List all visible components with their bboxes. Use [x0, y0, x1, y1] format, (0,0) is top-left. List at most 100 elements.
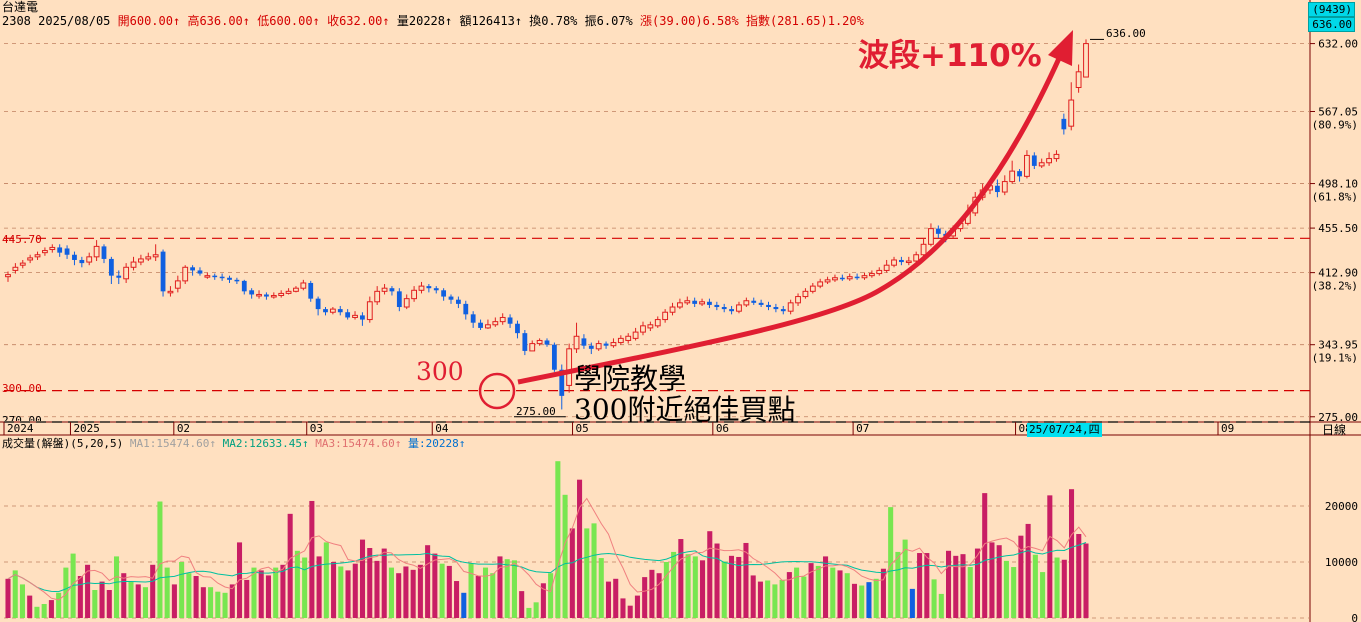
candle-body — [876, 269, 883, 275]
candle-body — [448, 296, 454, 300]
candle-body — [167, 290, 174, 294]
x-tick-label: 03 — [310, 422, 323, 435]
candle-body — [1009, 170, 1016, 183]
volume-tick-label: 10000 — [1325, 556, 1358, 569]
volume-bar — [396, 573, 402, 618]
volume-bar — [946, 550, 952, 618]
index-value: 指數(281.65)1.20% — [745, 14, 864, 28]
candle-body — [1001, 181, 1008, 193]
volume-bar — [121, 573, 127, 618]
candle-body — [699, 301, 705, 305]
volume-bar — [475, 576, 481, 618]
price-tick-label: 412.90 — [1318, 267, 1358, 280]
candle-body — [928, 228, 934, 245]
volume-tick-label: 0 — [1351, 612, 1358, 622]
volume-bar — [815, 565, 821, 618]
volume-bar — [569, 528, 575, 618]
volume-bar — [555, 461, 561, 618]
candle-body — [773, 307, 779, 310]
circle-price-note: 300 — [416, 357, 464, 386]
volume-bar — [482, 567, 489, 618]
volume-bar — [844, 573, 850, 618]
candle-body — [647, 324, 654, 329]
volume-bar — [229, 584, 235, 618]
volume-bar — [685, 554, 691, 618]
candle-body — [49, 246, 56, 251]
volume-bar — [208, 587, 214, 618]
candle-body — [529, 343, 536, 352]
volume-bar — [128, 581, 134, 618]
volume-bar — [439, 563, 445, 618]
volume-bar — [511, 560, 517, 618]
volume-bar — [953, 555, 959, 618]
candle-body — [839, 277, 845, 280]
volume-bar — [432, 553, 438, 618]
volume-bar — [830, 567, 836, 618]
candle-body — [337, 309, 343, 313]
amplitude-value: 振6.07% — [584, 14, 633, 28]
candle-body — [374, 290, 381, 303]
volume-bar — [417, 564, 423, 618]
best-buy-note: 300附近絕佳買點 — [574, 393, 796, 426]
volume-bar — [1025, 523, 1031, 618]
period-label: 日線 — [1322, 423, 1347, 437]
candle-body — [1083, 43, 1089, 78]
volume-bar — [142, 587, 148, 618]
volume-bar — [851, 583, 858, 618]
volume-bar — [367, 548, 373, 618]
ref-low-label: 300.00 — [2, 382, 42, 395]
candle-body — [662, 311, 669, 321]
candle-body — [573, 335, 580, 350]
candle-body — [654, 319, 661, 327]
candle-body — [138, 258, 144, 263]
volume-bar — [56, 592, 62, 618]
x-tick-label: 06 — [716, 422, 729, 435]
candle-body — [270, 295, 277, 298]
candle-body — [692, 300, 698, 304]
x-tick-label: 2025 — [73, 422, 100, 435]
volume-layer — [5, 461, 1089, 618]
x-tick-label: 09 — [1221, 422, 1234, 435]
candle-body — [212, 275, 218, 278]
volume-bar — [200, 587, 206, 618]
volume-bar — [967, 567, 973, 618]
candle-body — [640, 325, 646, 333]
volume-bar — [765, 580, 771, 618]
volume-bar — [526, 607, 532, 618]
candle-body — [817, 281, 824, 287]
volume-bar — [410, 569, 416, 618]
overlay-layer — [478, 30, 1073, 410]
volume-bar — [338, 566, 344, 618]
candle-body — [93, 245, 100, 258]
volume-bar — [193, 576, 199, 618]
change-value: 漲(39.00)6.58% — [640, 14, 739, 28]
volume-bar — [34, 606, 40, 618]
volume-bar — [1032, 554, 1038, 618]
price-tick-label: 498.10 — [1318, 178, 1358, 191]
volume-bar — [352, 563, 358, 618]
candle-body — [34, 254, 41, 258]
candle-body — [79, 259, 85, 264]
volume-bar — [171, 584, 177, 618]
ma1-value: MA1:15474.60↑ — [129, 437, 216, 450]
price-tick-pct: (38.2%) — [1312, 280, 1358, 293]
candle-body — [714, 304, 720, 308]
volume-bar — [381, 548, 387, 618]
candle-body — [905, 260, 912, 264]
candle-body — [787, 302, 794, 312]
candle-body — [677, 302, 683, 308]
volume-bar — [12, 570, 18, 618]
candle-body — [935, 228, 941, 234]
volume-bar — [634, 595, 640, 618]
candle-body — [123, 266, 130, 280]
volume-bar — [917, 553, 923, 618]
candle-body — [116, 275, 122, 278]
candle-body — [366, 301, 373, 321]
volume-bar — [794, 567, 800, 618]
volume-bar — [1076, 534, 1082, 618]
volume-bar — [92, 590, 98, 618]
candle-layer — [5, 38, 1104, 418]
candle-body — [249, 290, 255, 295]
volume-bar — [273, 567, 279, 618]
